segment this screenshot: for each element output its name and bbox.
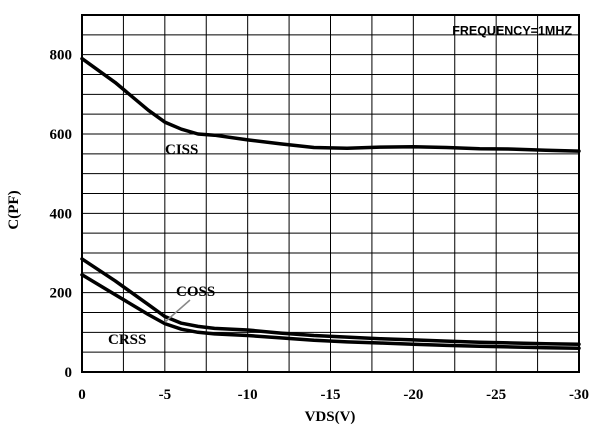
tick-labels: 0 -5 -10 -15 -20 -25 -30 0 200 400 600 800: [50, 48, 590, 403]
x-tick-label: -25: [486, 387, 506, 403]
y-tick-label: 0: [65, 365, 73, 381]
coss-leader-line: [164, 299, 191, 323]
x-tick-label: -15: [321, 387, 341, 403]
series-lines: [80, 56, 581, 350]
series-line-ciss: [80, 56, 581, 153]
series-line-coss: [80, 257, 581, 346]
grid: [82, 15, 579, 372]
x-tick-label: -30: [569, 387, 589, 403]
x-tick-label: -20: [403, 387, 423, 403]
frequency-annotation: FREQUENCY=1MHZ: [452, 24, 572, 38]
y-tick-label: 800: [50, 48, 73, 64]
x-tick-label: 0: [78, 387, 86, 403]
x-axis-title: VDS(V): [305, 409, 356, 425]
plot-frame: [81, 14, 580, 373]
y-tick-label: 400: [50, 206, 73, 222]
x-tick-label: -10: [238, 387, 258, 403]
series-label-crss: CRSS: [108, 332, 146, 348]
series-label-coss: COSS: [176, 284, 215, 300]
y-tick-label: 200: [50, 286, 73, 302]
series-labels: CISS COSS CRSS: [108, 142, 215, 348]
x-tick-label: -5: [159, 387, 172, 403]
series-line-crss: [80, 273, 581, 350]
y-axis-title: C(PF): [6, 190, 22, 229]
series-label-ciss: CISS: [165, 142, 198, 158]
y-tick-label: 600: [50, 127, 73, 143]
